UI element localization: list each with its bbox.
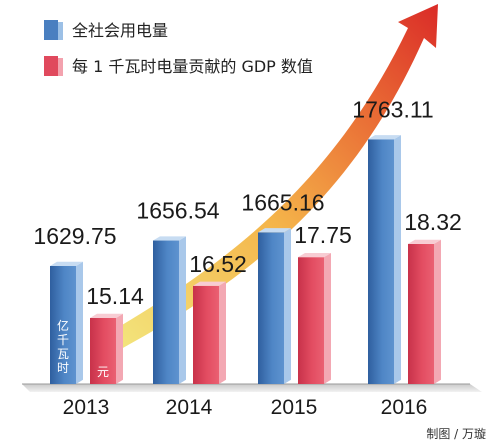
legend-label-consumption: 全社会用电量	[72, 21, 168, 40]
value-label-consumption-2016: 1763.11	[352, 96, 433, 122]
bar-gdp-2013	[90, 313, 123, 384]
x-tick-label-2016: 2016	[381, 396, 428, 419]
legend-swatch-gdp	[44, 56, 58, 76]
bar-consumption-2013	[50, 261, 83, 384]
bar-consumption-2014	[153, 236, 186, 384]
legend: 全社会用电量 每 1 千瓦时电量贡献的 GDP 数值	[44, 20, 313, 76]
unit-labels: 亿千瓦时元	[57, 318, 109, 379]
value-label-gdp-2016: 18.32	[404, 209, 462, 235]
value-labels: 1629.75 15.14 1656.54 16.52 1665.16 17.75 1763…	[33, 96, 461, 309]
bar-consumption-2015	[258, 228, 291, 384]
bar-gdp-2014	[193, 281, 226, 384]
unit-label-consumption: 亿千瓦时	[57, 318, 69, 375]
bar-consumption-2016	[368, 135, 401, 384]
value-label-gdp-2015: 17.75	[294, 222, 352, 248]
bar-gdp-2016	[408, 239, 441, 384]
credit-text: 制图 / 万璇	[426, 426, 486, 441]
legend-label-gdp: 每 1 千瓦时电量贡献的 GDP 数值	[72, 57, 313, 76]
x-tick-label-2013: 2013	[63, 396, 110, 419]
legend-item-gdp: 每 1 千瓦时电量贡献的 GDP 数值	[44, 56, 313, 76]
value-label-gdp-2014: 16.52	[189, 251, 247, 277]
bar-gdp-2015	[298, 252, 331, 384]
bars	[50, 135, 441, 384]
value-label-consumption-2015: 1665.16	[241, 189, 324, 215]
value-label-consumption-2014: 1656.54	[136, 198, 219, 224]
trend-arrow	[100, 4, 438, 356]
unit-label-gdp: 元	[97, 365, 109, 379]
value-label-gdp-2013: 15.14	[86, 283, 144, 309]
legend-item-consumption: 全社会用电量	[44, 20, 168, 40]
legend-swatch-consumption	[44, 20, 58, 40]
value-label-consumption-2013: 1629.75	[33, 223, 116, 249]
x-tick-labels: 2013 2014 2015 2016	[63, 396, 428, 419]
x-tick-label-2014: 2014	[166, 396, 213, 419]
x-tick-label-2015: 2015	[271, 396, 318, 419]
chart-floor	[22, 383, 482, 392]
